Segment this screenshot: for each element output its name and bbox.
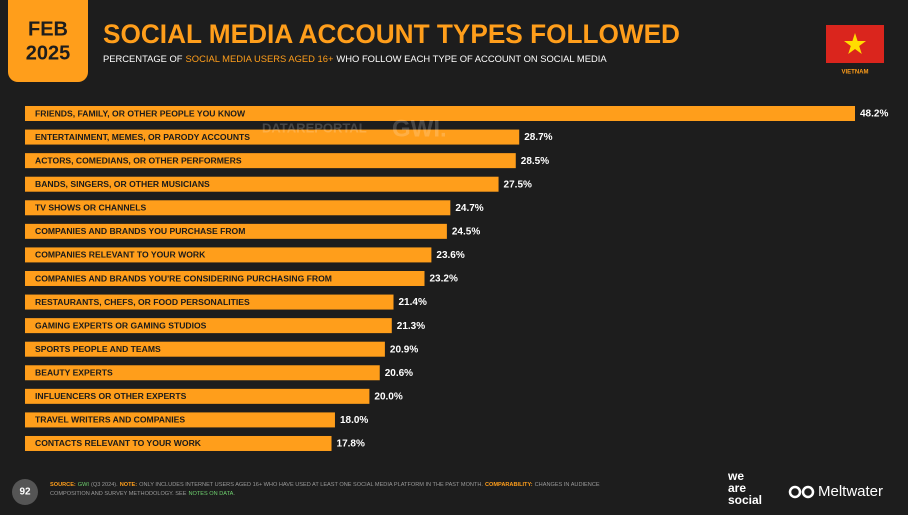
bar [25,106,856,121]
date-year: 2025 [26,42,71,64]
value-label: 24.5% [452,226,480,237]
category-label: FRIENDS, FAMILY, OR OTHER PEOPLE YOU KNO… [35,108,246,118]
page-badge [12,479,38,505]
subtitle-part: PERCENTAGE OF [103,53,183,64]
category-label: CONTACTS RELEVANT TO YOUR WORK [35,438,202,448]
country-label: VIETNAM [842,70,869,76]
value-label: 28.7% [524,132,552,143]
value-label: 24.7% [455,203,483,214]
footer-link: NOTES ON DATA [188,491,233,497]
value-label: 48.2% [860,109,888,120]
bar [25,412,335,428]
category-label: BEAUTY EXPERTS [35,368,113,378]
footer-text: CHANGES IN AUDIENCE [535,482,600,488]
watermark: GWI. [392,115,447,142]
category-label: ACTORS, COMEDIANS, OR OTHER PERFORMERS [35,155,242,165]
footer-line: SOURCE: GWI (Q3 2024). NOTE: ONLY INCLUDES I… [50,482,600,488]
value-label: 21.4% [399,297,427,308]
value-label: 21.3% [397,321,425,332]
category-label: COMPANIES AND BRANDS YOU PURCHASE FROM [35,226,245,236]
category-label: COMPANIES AND BRANDS YOU'RE CONSIDERING … [35,273,332,283]
footer-text: ONLY INCLUDES INTERNET USERS AGED 16+ WH… [139,482,483,488]
date-month: FEB [28,18,68,40]
footer-key: NOTE: [120,482,138,488]
footer-text: . [233,491,235,497]
subtitle: PERCENTAGE OF SOCIAL MEDIA USERS AGED 16+… [103,53,607,64]
date-box [8,0,88,82]
footer-key: SOURCE: [50,482,76,488]
bar [25,176,499,192]
category-label: BANDS, SINGERS, OR OTHER MUSICIANS [35,179,210,189]
value-label: 17.8% [337,439,365,450]
footer-source: GWI [78,482,90,488]
bar [25,435,332,451]
value-label: 20.9% [390,344,418,355]
category-label: ENTERTAINMENT, MEMES, OR PARODY ACCOUNTS [35,132,250,142]
chart-title: SOCIAL MEDIA ACCOUNT TYPES FOLLOWED [103,19,680,49]
value-label: 20.0% [374,391,402,402]
value-label: 18.0% [340,415,368,426]
category-label: TRAVEL WRITERS AND COMPANIES [35,415,185,425]
bar [25,341,385,357]
footer-key: COMPARABILITY: [485,482,533,488]
bar [25,247,432,263]
category-label: INFLUENCERS OR OTHER EXPERTS [35,391,187,401]
footer-line: COMPOSITION AND SURVEY METHODOLOGY. SEE N… [50,491,235,497]
watermark: DATAREPORTAL [262,120,367,135]
subtitle-part: WHO FOLLOW EACH TYPE OF ACCOUNT ON SOCIA… [336,53,607,64]
bar [25,365,380,381]
subtitle-highlight: SOCIAL MEDIA USERS AGED 16+ [186,53,334,64]
bar [25,153,516,169]
category-label: GAMING EXPERTS OR GAMING STUDIOS [35,320,207,330]
bar-chart: FRIENDS, FAMILY, OR OTHER PEOPLE YOU KNO… [25,106,888,451]
value-label: 28.5% [521,156,549,167]
category-label: SPORTS PEOPLE AND TEAMS [35,344,161,354]
page-number: 92 [19,487,31,498]
bar [25,223,447,239]
flag-star [844,33,866,54]
bar [25,129,520,145]
meltwater-icon [788,485,815,499]
logo-text: Meltwater [818,483,883,500]
value-label: 23.2% [430,274,458,285]
logo-text: are [728,481,746,495]
bar [25,318,392,334]
category-label: RESTAURANTS, CHEFS, OR FOOD PERSONALITIE… [35,297,250,307]
value-label: 20.6% [385,368,413,379]
value-label: 23.6% [436,250,464,261]
category-label: COMPANIES RELEVANT TO YOUR WORK [35,250,206,260]
bar [25,294,394,310]
footer-text: COMPOSITION AND SURVEY METHODOLOGY. SEE [50,491,187,497]
footer-text: (Q3 2024). [91,482,118,488]
logo-text: we [727,469,744,483]
logo-text: social [728,493,762,507]
category-label: TV SHOWS OR CHANNELS [35,203,147,213]
bar [25,200,451,216]
bar [25,388,370,404]
value-label: 27.5% [504,179,532,190]
bar [25,270,425,286]
